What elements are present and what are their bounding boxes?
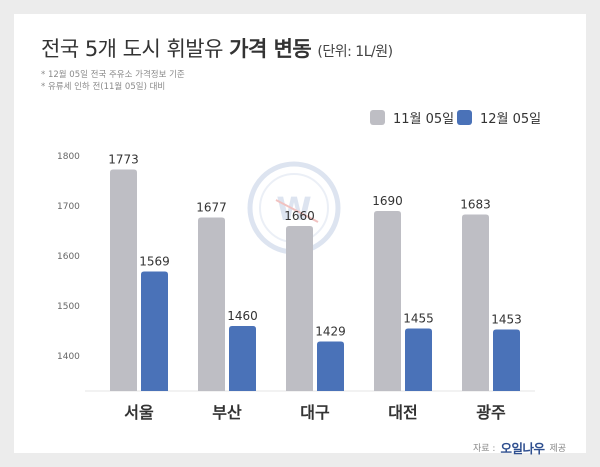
y-axis: 1400 1500 1600 1700 1800: [57, 152, 80, 362]
value-label: 1677: [196, 201, 227, 215]
y-tick-label: 1700: [57, 202, 80, 212]
legend-item-series-2: 12월 05일: [457, 108, 541, 127]
source-credit: 자료 : 오일나우 제공: [473, 438, 566, 457]
source-brand-logo: 오일나우: [500, 441, 545, 456]
value-label: 1773: [108, 153, 139, 167]
value-label: 1690: [372, 194, 403, 208]
source-suffix: 제공: [549, 444, 567, 454]
legend-item-series-1: 11월 05일: [370, 108, 454, 127]
legend-swatch-series-1: [370, 110, 385, 125]
bar-nov05-2: [286, 226, 313, 391]
value-label: 1569: [139, 255, 170, 269]
value-label: 1660: [284, 209, 315, 223]
y-tick-label: 1500: [57, 302, 80, 312]
y-tick-label: 1800: [57, 152, 80, 162]
bar-dec05-0: [141, 271, 168, 391]
value-label: 1429: [315, 325, 346, 339]
value-label: 1683: [460, 198, 491, 212]
bar-dec05-2: [317, 341, 344, 391]
bars: [110, 169, 520, 391]
bar-nov05-0: [110, 169, 137, 391]
legend-label-series-2: 12월 05일: [480, 112, 542, 127]
legend-swatch-series-2: [457, 110, 472, 125]
category-label: 대전: [388, 403, 417, 422]
title-bold: 가격 변동: [229, 37, 312, 61]
value-labels: 1773 1569 1677 1460 1660 1429 1690 1455 1683 1453: [108, 153, 522, 339]
value-label: 1460: [227, 309, 258, 323]
bar-nov05-3: [374, 211, 401, 391]
x-axis: 서울 부산 대구 대전 광주: [124, 403, 506, 422]
watermark-logo: W: [247, 161, 341, 255]
note-2: * 유류세 인하 전(11월 05일) 대비: [41, 82, 166, 92]
category-label: 서울: [124, 403, 154, 422]
legend-label-series-1: 11월 05일: [393, 112, 455, 127]
bar-dec05-4: [493, 329, 520, 391]
category-label: 광주: [476, 403, 506, 422]
title-main: 전국 5개 도시 휘발유: [41, 37, 223, 61]
bar-nov05-4: [462, 214, 489, 391]
title-unit: (단위: 1L/원): [317, 44, 393, 60]
category-label: 부산: [212, 403, 242, 422]
bar-dec05-3: [405, 328, 432, 391]
category-label: 대구: [300, 403, 330, 422]
svg-text:W: W: [276, 190, 311, 228]
chart-title: 전국 5개 도시 휘발유 가격 변동 (단위: 1L/원): [41, 33, 393, 63]
value-label: 1453: [491, 313, 522, 327]
value-label: 1455: [403, 312, 434, 326]
note-1: * 12월 05일 전국 주유소 가격정보 기준: [41, 70, 185, 80]
y-tick-label: 1400: [57, 352, 80, 362]
y-tick-label: 1600: [57, 252, 80, 262]
source-prefix: 자료 :: [473, 444, 496, 454]
bar-nov05-1: [198, 217, 225, 391]
bar-dec05-1: [229, 326, 256, 391]
